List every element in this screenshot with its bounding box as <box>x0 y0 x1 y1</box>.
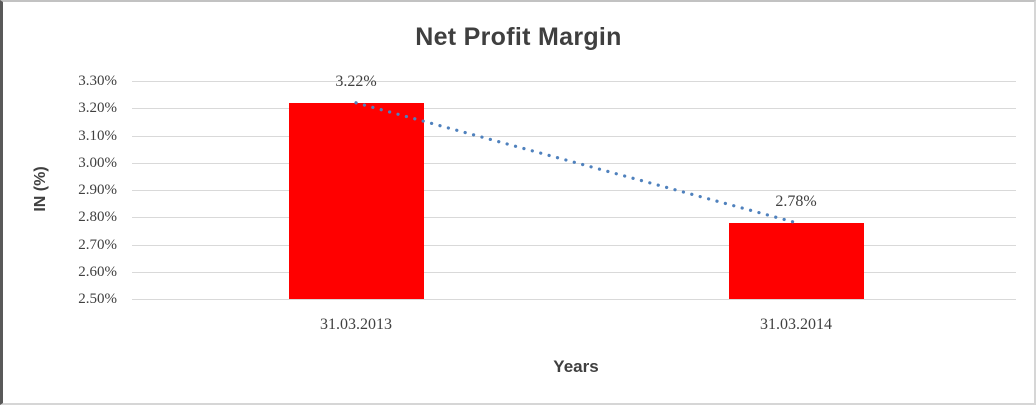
y-axis-tick-labels: 3.30% 3.20% 3.10% 3.00% 2.90% 2.80% 2.70% 2.60%… <box>3 73 117 307</box>
chart-title: Net Profit Margin <box>415 23 622 51</box>
y-tick-label: 2.80% <box>78 209 117 226</box>
bar-31.03.2013 <box>288 102 424 299</box>
y-tick-label: 2.70% <box>78 236 117 253</box>
y-tick-label: 3.20% <box>78 100 117 117</box>
y-tick-label: 3.30% <box>78 73 117 89</box>
gridline <box>132 299 1016 300</box>
gridline <box>132 81 1016 82</box>
x-tick-label: 31.03.2014 <box>760 316 832 333</box>
y-tick-label: 2.90% <box>78 182 117 198</box>
bar-31.03.2014 <box>728 222 864 299</box>
gridline <box>132 244 1016 246</box>
y-tick-label: 3.00% <box>78 154 117 171</box>
x-tick-label: 31.03.2013 <box>320 316 392 333</box>
y-tick-label: 2.50% <box>78 291 117 307</box>
gridline <box>132 217 1016 219</box>
gridline <box>132 135 1016 137</box>
bar-data-label: 3.22% <box>335 72 377 90</box>
trendline <box>354 101 798 225</box>
y-tick-label: 3.10% <box>78 127 117 144</box>
gridline <box>132 271 1016 273</box>
y-tick-label: 2.60% <box>78 263 117 280</box>
gridline <box>132 190 1016 191</box>
gridline <box>132 108 1016 110</box>
bar-data-label: 2.78% <box>775 192 817 210</box>
plot-area: 3.22% 31.03.2013 2.78% 31.03.2014 <box>132 73 1016 333</box>
x-axis-title: Years <box>553 357 599 376</box>
